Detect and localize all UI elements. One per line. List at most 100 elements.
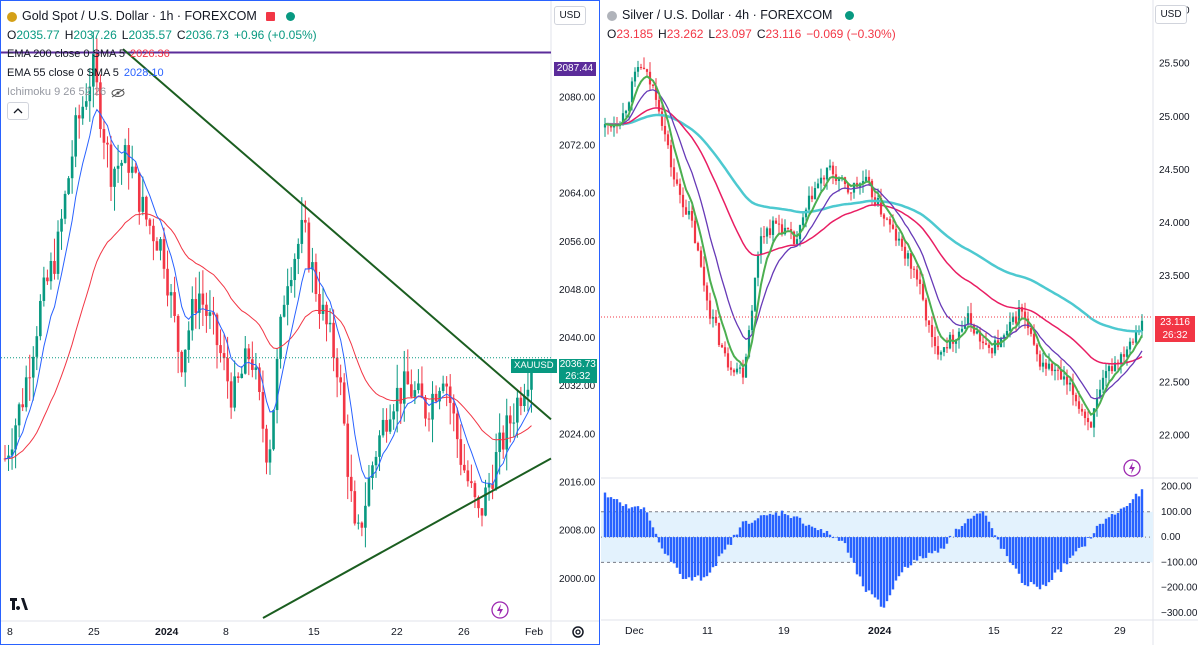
gold-currency-button[interactable]: USD — [554, 6, 586, 25]
lightning-icon[interactable] — [491, 601, 509, 619]
oscillator-bar — [876, 537, 880, 600]
silver-symbol-icon — [607, 10, 617, 21]
oscillator-bar — [930, 537, 934, 554]
silver-candle — [675, 179, 679, 184]
silver-candle — [1011, 316, 1015, 322]
settings-gear-icon[interactable] — [570, 624, 586, 640]
silver-x-tick: 29 — [1114, 625, 1126, 637]
silver-candle — [735, 368, 739, 373]
oscillator-bar — [885, 537, 889, 602]
silver-market-open-icon — [845, 11, 855, 20]
silver-candle — [831, 165, 835, 175]
silver-candle — [1023, 311, 1027, 319]
gold-candle — [10, 449, 14, 456]
silver-candle — [717, 322, 721, 346]
gold-candle — [381, 419, 385, 436]
oscillator-bar — [771, 514, 775, 538]
gold-candle — [53, 260, 56, 274]
silver-lightning-icon[interactable] — [1123, 459, 1141, 477]
gold-candle — [530, 371, 533, 390]
hidden-eye-icon[interactable] — [111, 88, 125, 98]
collapse-legend-button[interactable] — [7, 102, 29, 120]
oscillator-bar — [969, 518, 973, 538]
gold-candle — [113, 168, 116, 187]
gold-candle — [3, 458, 7, 460]
oscillator-bar — [921, 537, 925, 559]
gold-candle — [116, 165, 120, 169]
oscillator-bar — [972, 515, 976, 538]
silver-candle — [1101, 377, 1105, 390]
gold-candle — [275, 358, 279, 411]
gold-candle — [56, 231, 60, 274]
silver-candle — [711, 317, 715, 319]
gold-ema200-line — [4, 212, 532, 460]
oscillator-bar — [1083, 537, 1087, 547]
oscillator-bar — [1140, 489, 1144, 538]
silver-candle — [1002, 335, 1006, 338]
gold-candle — [70, 156, 74, 179]
oscillator-bar — [669, 537, 673, 562]
silver-x-tick: 22 — [1051, 625, 1063, 637]
oscillator-bar — [936, 537, 940, 553]
gold-y-tick: 2000.00 — [559, 574, 596, 585]
silver-candle — [1047, 363, 1051, 369]
ema200-legend[interactable]: EMA 200 close 0 SMA 5 2026.36 — [7, 48, 170, 60]
gold-chart-canvas[interactable]: 2080.00 2072.00 2064.00 2056.00 2048.00 2040.… — [1, 1, 600, 645]
market-flag-icon[interactable] — [265, 12, 275, 21]
oscillator-bar — [1044, 537, 1048, 587]
oscillator-bar — [678, 537, 682, 574]
gold-downtrend-line — [122, 48, 552, 421]
gold-candle — [194, 299, 198, 313]
oscillator-bar — [1026, 537, 1030, 587]
oscillator-bar — [609, 497, 613, 538]
oscillator-bar — [744, 520, 748, 538]
gold-candle — [7, 455, 10, 459]
chevron-up-icon — [13, 108, 23, 114]
silver-candle — [1077, 401, 1081, 409]
silver-candle — [912, 268, 916, 270]
gold-candle — [410, 384, 413, 397]
ichimoku-legend[interactable]: Ichimoku 9 26 52 26 — [7, 83, 317, 102]
oscillator-bar — [1056, 537, 1060, 570]
oscillator-bar — [1110, 514, 1114, 538]
silver-y-tick: 22.000 — [1159, 431, 1190, 442]
silver-candle — [1092, 408, 1096, 428]
oscillator-bar — [999, 537, 1003, 549]
gold-candle — [512, 422, 516, 424]
tradingview-logo-icon[interactable] — [9, 597, 31, 611]
gold-x-tick: 8 — [223, 626, 229, 638]
gold-chart-pane[interactable]: 2080.00 2072.00 2064.00 2056.00 2048.00 2040.… — [0, 0, 600, 645]
silver-chart-pane[interactable]: 26.00025.50025.00024.50024.00023.50023.0… — [601, 0, 1198, 645]
gold-candle — [508, 415, 512, 424]
oscillator-bar — [1074, 537, 1078, 552]
gold-candle — [307, 222, 311, 270]
silver-candle — [936, 346, 940, 355]
oscillator-bar — [657, 537, 661, 543]
gold-candle — [360, 522, 364, 528]
gold-candle — [378, 435, 381, 457]
ema55-legend[interactable]: EMA 55 close 0 SMA 5 2028.10 — [7, 67, 164, 79]
gold-candle — [321, 304, 325, 314]
oscillator-bar — [636, 506, 640, 538]
oscillator-bar — [1062, 537, 1066, 564]
gold-candle — [49, 260, 53, 282]
silver-candle — [1062, 376, 1066, 380]
gold-y-tick: 2032.00 — [559, 381, 596, 392]
gold-x-tick: 15 — [308, 626, 320, 638]
gold-candle — [406, 371, 410, 385]
silver-currency-button[interactable]: USD — [1155, 5, 1187, 24]
gold-x-tick: 26 — [458, 626, 470, 638]
gold-candle — [434, 393, 438, 402]
oscillator-bar — [1119, 508, 1123, 538]
silver-candle — [819, 177, 823, 184]
oscillator-bar — [747, 523, 751, 538]
oscillator-bar — [825, 530, 829, 538]
silver-chart-canvas[interactable]: 26.00025.50025.00024.50024.00023.50023.0… — [601, 0, 1198, 645]
gold-candle — [494, 452, 498, 489]
gold-candle — [470, 481, 473, 484]
gold-candle — [109, 144, 113, 187]
gold-candle — [201, 293, 205, 305]
silver-candle — [603, 124, 607, 128]
oscillator-bar — [978, 513, 982, 538]
silver-candle — [759, 236, 763, 255]
